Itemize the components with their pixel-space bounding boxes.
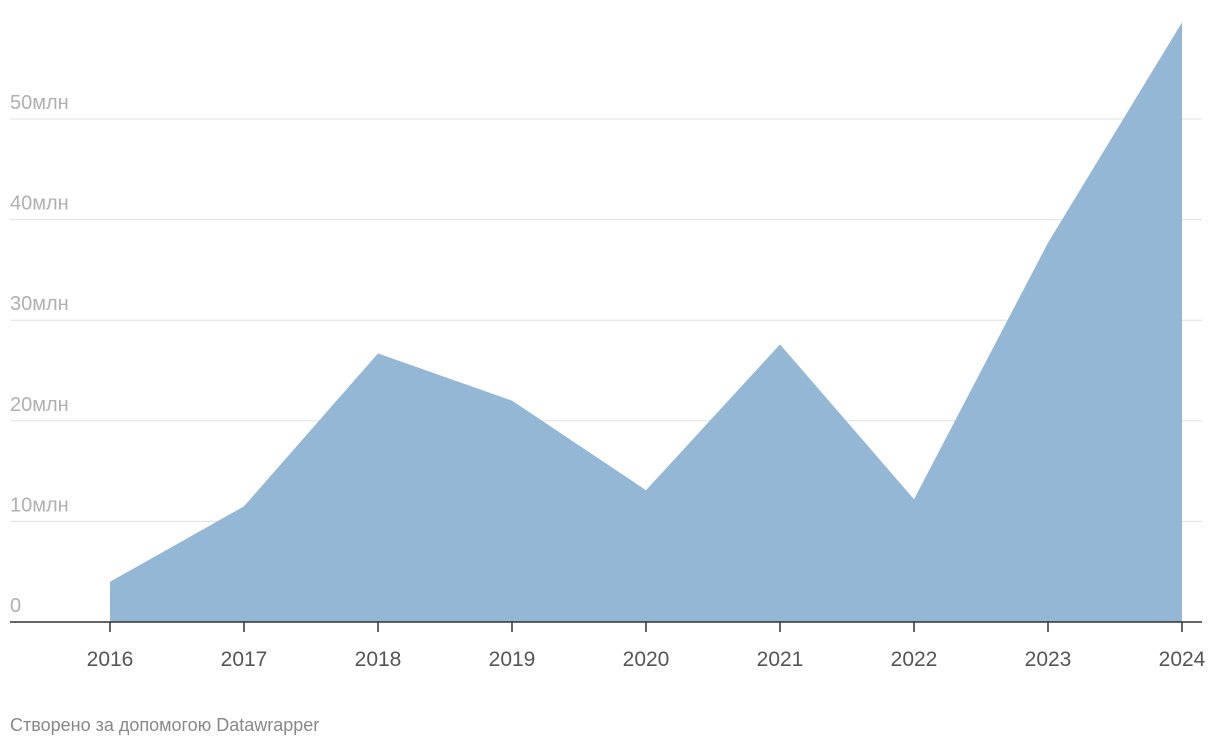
x-tick-label: 2023 xyxy=(1025,648,1072,671)
y-tick-label: 40млн xyxy=(10,193,69,215)
x-tick-label: 2016 xyxy=(87,648,134,671)
area xyxy=(110,22,1182,622)
y-tick-label: 30млн xyxy=(10,293,69,315)
x-tick-label: 2019 xyxy=(489,648,536,671)
footer: Створено за допомогою Datawrapper xyxy=(10,715,319,735)
y-tick-label: 10млн xyxy=(10,494,69,516)
y-tick-label: 0 xyxy=(10,595,21,617)
x-tick-label: 2020 xyxy=(623,648,670,671)
y-tick-label: 20млн xyxy=(10,394,69,416)
x-tick-label: 2021 xyxy=(757,648,804,671)
x-tick-label: 2018 xyxy=(355,648,402,671)
x-tick-label: 2024 xyxy=(1159,648,1206,671)
x-tick-label: 2022 xyxy=(891,648,938,671)
y-tick-label: 50млн xyxy=(10,92,69,114)
x-tick-label: 2017 xyxy=(221,648,268,671)
